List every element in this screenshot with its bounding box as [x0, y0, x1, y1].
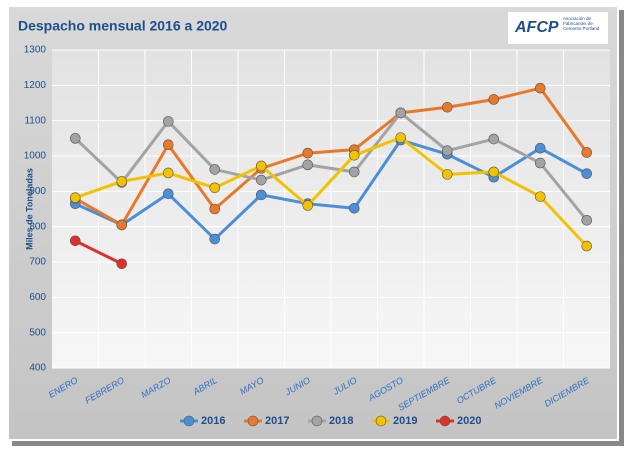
point [255, 160, 267, 172]
y-axis-label: Miles de Toneladas [24, 168, 34, 250]
y-tick-label: 900 [29, 186, 46, 197]
point [116, 219, 128, 231]
point [441, 169, 453, 180]
point [581, 147, 593, 158]
point [255, 189, 267, 201]
legend-marker [311, 415, 323, 427]
logo-subtitle: Asociación de Fabricantes de Cemento Por… [563, 16, 600, 31]
y-tick-label: 600 [29, 292, 46, 303]
series-line [74, 136, 588, 248]
logo: AFCP [514, 19, 559, 36]
point [348, 149, 360, 161]
point [162, 167, 174, 179]
point [69, 133, 81, 144]
legend-marker [439, 415, 451, 427]
point [534, 157, 546, 169]
point [209, 164, 221, 175]
point [209, 182, 221, 194]
point [209, 233, 221, 245]
y-tick-label: 400 [29, 363, 46, 374]
chart-title: Despacho mensual 2016 a 2020 [18, 18, 228, 34]
logo-subtitle-box: Asociación de Fabricantes de Cemento Por… [563, 16, 600, 31]
point [488, 94, 500, 105]
y-tick-label: 700 [29, 257, 46, 268]
y-tick-label: 800 [29, 221, 46, 232]
point [441, 145, 453, 156]
point [395, 132, 407, 143]
point [581, 168, 593, 179]
legend-label: 2016 [201, 415, 225, 427]
series-line [74, 239, 123, 266]
point [116, 258, 128, 270]
point [534, 142, 546, 154]
legend-label: 2017 [265, 415, 289, 427]
y-tick-label: 1000 [24, 151, 47, 162]
point [488, 166, 500, 178]
legend-label: 2020 [457, 415, 481, 427]
point [255, 174, 267, 186]
point [69, 235, 81, 247]
series-line [74, 86, 588, 227]
point [348, 166, 360, 178]
legend-label: 2019 [393, 415, 417, 427]
y-tick-label: 1100 [24, 115, 46, 126]
point [348, 202, 360, 214]
y-tick-label: 500 [29, 327, 46, 338]
legend-label: 2018 [329, 415, 353, 427]
point [488, 133, 500, 145]
point [534, 82, 546, 94]
point [69, 192, 81, 203]
point [162, 139, 174, 150]
point [302, 200, 314, 211]
point [441, 101, 453, 113]
point [162, 116, 174, 127]
point [534, 191, 546, 202]
y-tick-label: 1200 [24, 80, 47, 91]
point [302, 159, 314, 171]
legend-marker [375, 415, 387, 427]
legend-marker [183, 415, 195, 427]
y-tick-label: 1300 [24, 45, 47, 56]
series-line [74, 138, 588, 241]
series-line [74, 111, 588, 222]
point [209, 203, 221, 215]
point [581, 240, 593, 252]
legend-marker [247, 415, 259, 427]
point [581, 215, 593, 226]
logo-box [508, 12, 608, 44]
point [395, 107, 407, 119]
point [116, 176, 128, 187]
point [302, 147, 314, 159]
point [162, 188, 174, 200]
